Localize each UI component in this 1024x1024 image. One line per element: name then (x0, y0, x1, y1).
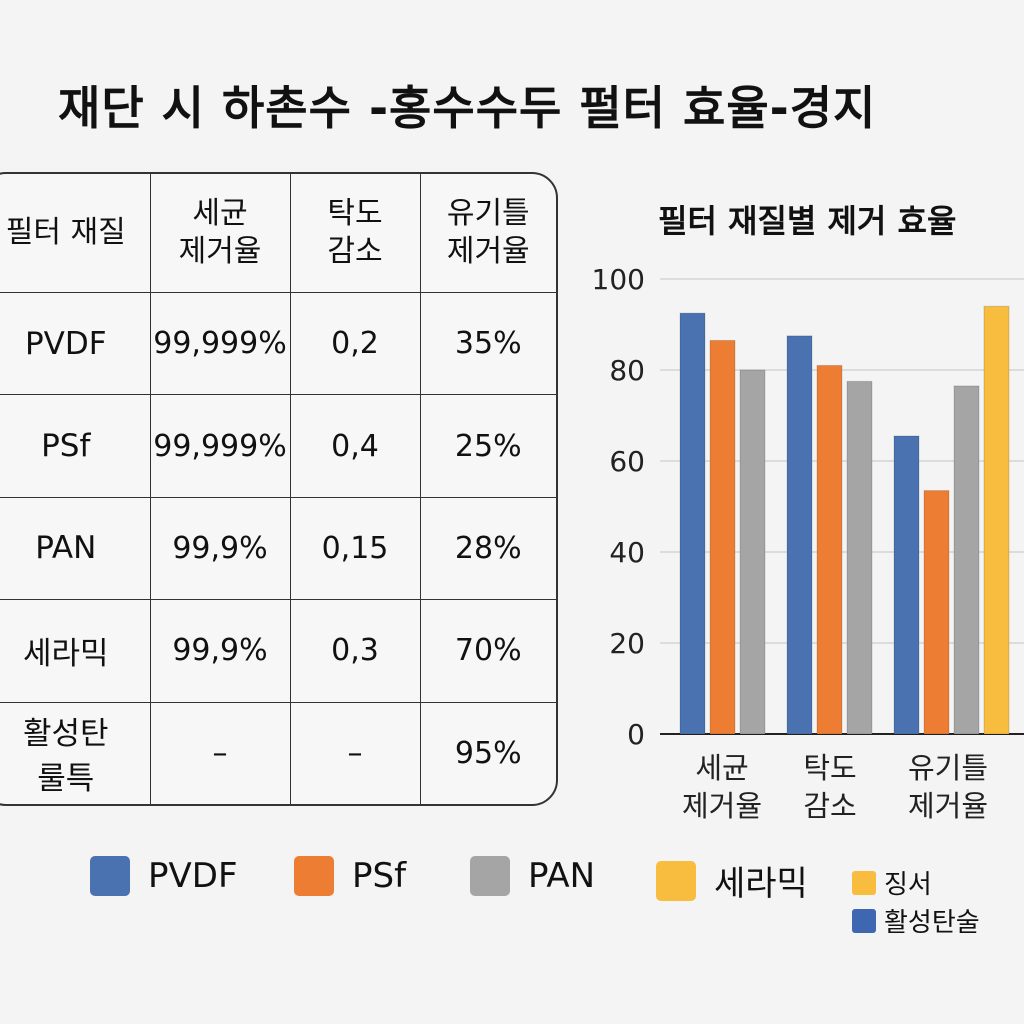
bar-PAN-0 (739, 369, 766, 735)
material-cell: 세라믹 (0, 599, 151, 703)
value-cell: 28% (420, 497, 556, 601)
value-cell: 99,9% (150, 599, 291, 703)
legend-label-pan: PAN (528, 856, 596, 896)
mini-legend-label-2: 활성탄술 (884, 908, 980, 938)
x-tick-label: 유기틀 (908, 751, 988, 785)
legend-swatch-psf (294, 856, 334, 896)
x-tick-label: 탁도 (803, 751, 856, 785)
table-row-pvdf: PVDF 99,999% 0,2 35% (0, 292, 556, 396)
mini-legend-swatch-1 (852, 870, 876, 895)
legend-item-ceramic: 세라믹 (656, 856, 808, 905)
legend-swatch-pvdf (90, 856, 130, 896)
value-cell: – (290, 702, 421, 804)
legend-swatch-ceramic (656, 860, 696, 901)
bar-PSf-2 (923, 490, 950, 735)
value-cell: 99,999% (150, 394, 291, 498)
value-cell: 25% (420, 394, 556, 498)
x-tick-label: 세균 (695, 751, 748, 785)
mini-legend-label-1: 징서 (884, 870, 932, 900)
bar-PVDF-2 (893, 435, 920, 735)
table-row-psf: PSf 99,999% 0,4 25% (0, 394, 556, 498)
bar-PVDF-1 (786, 335, 813, 735)
legend-swatch-pan (470, 856, 510, 896)
bar-PSf-1 (816, 364, 843, 735)
legend-item-pan: PAN (470, 856, 595, 896)
legend-label-pvdf: PVDF (148, 856, 238, 896)
material-cell: 활성탄 룰특 (0, 702, 151, 804)
table-row-pan: PAN 99,9% 0,15 28% (0, 497, 556, 601)
y-tick-label: 100 (592, 263, 645, 296)
value-cell: 70% (420, 599, 556, 703)
y-tick-label: 0 (627, 718, 645, 751)
legend-item-psf: PSf (294, 856, 406, 896)
legend-label-psf: PSf (352, 856, 407, 896)
x-tick-label: 감소 (803, 789, 856, 823)
value-cell: 0,15 (290, 497, 421, 601)
y-tick-label: 20 (609, 627, 645, 660)
material-cell: PSf (0, 394, 151, 498)
table-row-activated-carbon: 활성탄 룰특 – –95% (0, 702, 556, 804)
header-turbidity-reduction: 탁도 감소 (290, 174, 421, 293)
value-cell: – (150, 702, 291, 804)
mini-legend-item-2: 활성탄술 (852, 902, 980, 939)
value-cell: 0,2 (290, 292, 421, 396)
bar-PAN-1 (846, 380, 873, 735)
mini-legend-item-1: 징서 (852, 864, 932, 901)
x-tick-label: 제거율 (682, 789, 762, 823)
header-material: 필터 재질 (0, 174, 151, 293)
bar-PVDF-0 (679, 312, 706, 735)
bar-세라믹-2 (983, 305, 1010, 735)
legend-item-pvdf: PVDF (90, 856, 238, 896)
page-title: 재단 시 하촌수 -홍수수두 펄터 효율-경지 (58, 81, 877, 135)
value-cell: 0,4 (290, 394, 421, 498)
x-tick-label: 제거율 (908, 789, 988, 823)
value-cell: 99,999% (150, 292, 291, 396)
filter-comparison-table: 필터 재질 세균 제거율 탁도 감소 유기틀 제거율 PVDF 99,999% 0,2 35… (0, 172, 558, 806)
y-tick-label: 40 (609, 536, 645, 569)
legend-label-ceramic: 세라믹 (714, 864, 808, 904)
value-cell: 95% (454, 735, 522, 771)
y-tick-label: 80 (609, 354, 645, 387)
header-bacteria-removal: 세균 제거율 (150, 174, 291, 293)
value-cell: 0,3 (290, 599, 421, 703)
bar-PAN-2 (953, 385, 980, 735)
table-header-row: 필터 재질 세균 제거율 탁도 감소 유기틀 제거율 (0, 174, 556, 293)
material-cell: PVDF (0, 292, 151, 396)
table-row-ceramic: 세라믹 99,9% 0,3 70% (0, 599, 556, 703)
y-tick-label: 60 (609, 445, 645, 478)
material-cell: PAN (0, 497, 151, 601)
value-cell: 99,9% (150, 497, 291, 601)
header-organic-removal: 유기틀 제거율 (420, 174, 556, 293)
chart-title: 필터 재질별 제거 효율 (658, 202, 957, 240)
value-cell: 35% (420, 292, 556, 396)
bar-PSf-0 (709, 339, 736, 735)
mini-legend-swatch-2 (852, 908, 876, 933)
